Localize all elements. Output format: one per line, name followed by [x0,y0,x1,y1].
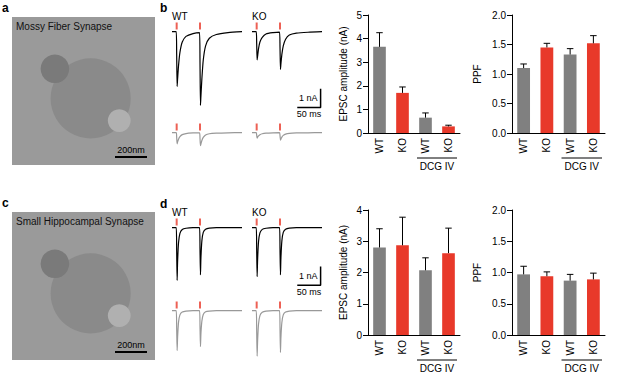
svg-text:3: 3 [356,57,362,68]
svg-text:50 ms: 50 ms [297,109,322,119]
svg-text:Small Hippocampal Synapse: Small Hippocampal Synapse [16,216,144,227]
svg-text:2: 2 [356,267,362,278]
svg-text:5: 5 [356,10,362,21]
svg-text:KO: KO [588,340,599,355]
svg-text:1.5: 1.5 [492,236,506,247]
svg-text:KO: KO [541,138,552,153]
svg-text:WT: WT [518,138,529,154]
svg-text:WT: WT [518,340,529,356]
svg-text:c: c [2,196,9,210]
svg-text:1.5: 1.5 [492,39,506,50]
svg-text:WT: WT [374,340,385,356]
svg-text:WT: WT [420,138,431,154]
svg-text:DCG IV: DCG IV [565,161,600,172]
svg-text:PPF: PPF [472,263,483,282]
svg-text:KO: KO [541,340,552,355]
svg-text:KO: KO [588,138,599,153]
svg-text:Mossy Fiber Synapse: Mossy Fiber Synapse [16,21,113,32]
svg-text:DCG IV: DCG IV [420,363,455,374]
svg-text:1.0: 1.0 [492,267,506,278]
svg-text:4: 4 [356,205,362,216]
svg-text:WT: WT [172,11,188,22]
svg-text:PPF: PPF [472,64,483,83]
svg-text:KO: KO [252,11,267,22]
svg-text:WT: WT [374,138,385,154]
svg-text:WT: WT [172,207,188,218]
svg-text:DCG IV: DCG IV [565,363,600,374]
svg-text:4: 4 [356,33,362,44]
svg-text:0: 0 [356,128,362,139]
svg-text:WT: WT [565,340,576,356]
svg-text:a: a [2,1,9,15]
svg-text:1 nA: 1 nA [299,271,318,281]
svg-text:KO: KO [443,340,454,355]
svg-text:1 nA: 1 nA [299,93,318,103]
svg-text:2: 2 [356,80,362,91]
svg-text:EPSC amplitude (nA): EPSC amplitude (nA) [338,26,349,121]
svg-text:1: 1 [356,104,362,115]
svg-text:1: 1 [356,298,362,309]
svg-text:0.0: 0.0 [492,330,506,341]
svg-text:0.5: 0.5 [492,298,506,309]
svg-text:WT: WT [565,138,576,154]
svg-text:KO: KO [443,138,454,153]
svg-text:0: 0 [356,330,362,341]
svg-text:KO: KO [397,138,408,153]
svg-text:50 ms: 50 ms [297,287,322,297]
svg-text:DCG IV: DCG IV [420,161,455,172]
svg-text:b: b [160,1,167,15]
svg-text:2.0: 2.0 [492,205,506,216]
svg-text:1.0: 1.0 [492,69,506,80]
svg-text:KO: KO [397,340,408,355]
svg-text:EPSC amplitude (nA): EPSC amplitude (nA) [338,225,349,320]
svg-text:200nm: 200nm [117,340,145,350]
svg-text:2.0: 2.0 [492,10,506,21]
svg-text:0.0: 0.0 [492,128,506,139]
svg-text:KO: KO [252,207,267,218]
svg-text:0.5: 0.5 [492,98,506,109]
svg-text:WT: WT [420,340,431,356]
svg-text:200nm: 200nm [117,145,145,155]
svg-text:d: d [160,197,167,211]
svg-text:3: 3 [356,236,362,247]
